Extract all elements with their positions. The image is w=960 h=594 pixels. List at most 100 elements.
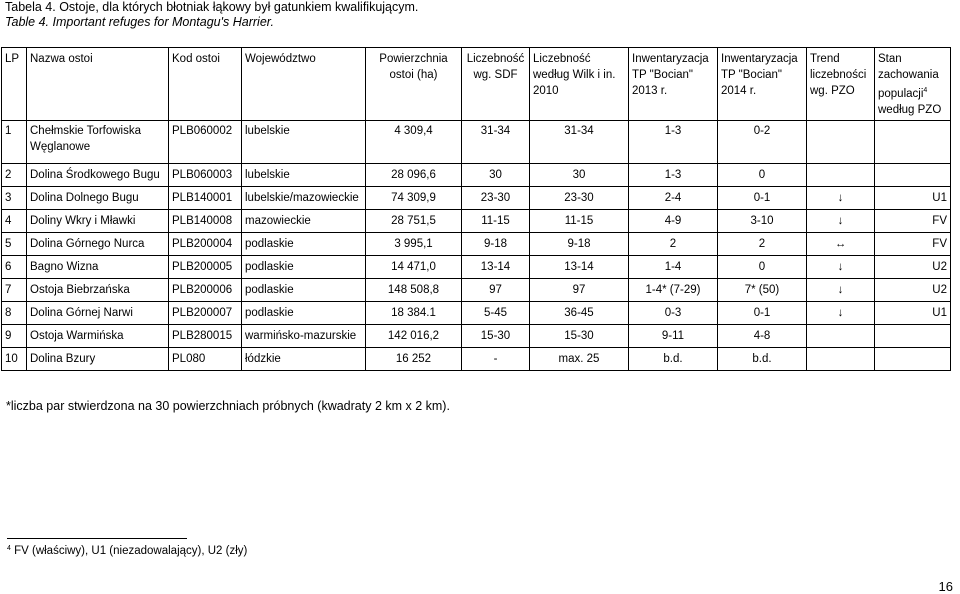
header-state-footnote-mark: 4 (923, 87, 928, 94)
state-cell: U1 (874, 185, 951, 210)
code-cell: PLB060003 (168, 162, 242, 187)
header-code: Kod ostoi (168, 47, 242, 121)
province-cell: podlaskie (241, 231, 366, 256)
sdf-cell: 11-15 (461, 208, 530, 233)
area-cell: 16 252 (365, 346, 462, 371)
header-trend: Trend liczebności wg. PZO (806, 47, 875, 121)
trend-cell: ↓ (806, 300, 875, 325)
header-wilk: Liczebność według Wilk i in. 2010 (529, 47, 629, 121)
trend-cell (806, 162, 875, 187)
table-row: 1 Chełmskie Torfowiska Węglanowe PLB060002… (1, 119, 951, 164)
state-cell (874, 323, 951, 348)
wilk-cell: 31-34 (529, 119, 629, 164)
inv2013-cell: 2-4 (628, 185, 718, 210)
province-cell: podlaskie (241, 277, 366, 302)
name-cell: Ostoja Biebrzańska (26, 277, 169, 302)
footnote-mark: 4 (7, 545, 11, 552)
header-area: Powierzchnia ostoi (ha) (365, 47, 462, 121)
state-cell (874, 162, 951, 187)
name-cell: Dolina Górnego Nurca (26, 231, 169, 256)
trend-cell (806, 323, 875, 348)
table-header-row: LP Nazwa ostoi Kod ostoi Województwo Pow… (1, 47, 951, 121)
name-cell: Dolina Środkowego Bugu (26, 162, 169, 187)
table-title-en: Table 4. Important refuges for Montagu's… (5, 15, 274, 29)
table-row: 8 Dolina Górnej Narwi PLB200007 podlaskie 18… (1, 300, 951, 325)
inv2014-cell: b.d. (717, 346, 807, 371)
code-cell: PLB200006 (168, 277, 242, 302)
sdf-cell: 13-14 (461, 254, 530, 279)
header-state-text: Stan zachowania populacji (878, 53, 939, 100)
trend-cell: ↓ (806, 277, 875, 302)
wilk-cell: 23-30 (529, 185, 629, 210)
trend-cell (806, 119, 875, 164)
lp-cell: 3 (1, 185, 27, 210)
sdf-cell: 31-34 (461, 119, 530, 164)
table-row: 6 Bagno Wizna PLB200005 podlaskie 14 471,0 13… (1, 254, 951, 279)
code-cell: PLB200005 (168, 254, 242, 279)
code-cell: PLB280015 (168, 323, 242, 348)
inv2014-cell: 0-1 (717, 300, 807, 325)
area-cell: 28 751,5 (365, 208, 462, 233)
inv2014-cell: 0 (717, 162, 807, 187)
sdf-cell: 15-30 (461, 323, 530, 348)
inv2014-cell: 0 (717, 254, 807, 279)
state-cell (874, 119, 951, 164)
inv2013-cell: 4-9 (628, 208, 718, 233)
asterisk-note: *liczba par stwierdzona na 30 powierzchn… (6, 399, 450, 413)
area-cell: 148 508,8 (365, 277, 462, 302)
province-cell: lubelskie (241, 119, 366, 164)
code-cell: PLB060002 (168, 119, 242, 164)
trend-cell (806, 346, 875, 371)
lp-cell: 2 (1, 162, 27, 187)
lp-cell: 4 (1, 208, 27, 233)
sdf-cell: 30 (461, 162, 530, 187)
state-cell: U1 (874, 300, 951, 325)
name-cell: Doliny Wkry i Mławki (26, 208, 169, 233)
inv2014-cell: 7* (50) (717, 277, 807, 302)
area-cell: 28 096,6 (365, 162, 462, 187)
area-cell: 14 471,0 (365, 254, 462, 279)
area-cell: 18 384.1 (365, 300, 462, 325)
table-row: 5 Dolina Górnego Nurca PLB200004 podlaskie 3… (1, 231, 951, 256)
wilk-cell: 9-18 (529, 231, 629, 256)
state-cell (874, 346, 951, 371)
inv2014-cell: 4-8 (717, 323, 807, 348)
area-cell: 142 016,2 (365, 323, 462, 348)
province-cell: łódzkie (241, 346, 366, 371)
wilk-cell: 36-45 (529, 300, 629, 325)
lp-cell: 5 (1, 231, 27, 256)
page-number: 16 (938, 579, 953, 594)
inv2014-cell: 2 (717, 231, 807, 256)
lp-cell: 7 (1, 277, 27, 302)
wilk-cell: 15-30 (529, 323, 629, 348)
header-province: Województwo (241, 47, 366, 121)
inv2013-cell: 1-3 (628, 162, 718, 187)
footnote-divider (7, 538, 187, 539)
lp-cell: 8 (1, 300, 27, 325)
name-cell: Chełmskie Torfowiska Węglanowe (26, 119, 169, 164)
trend-cell: ↔ (806, 231, 875, 256)
trend-cell: ↓ (806, 208, 875, 233)
table-row: 4 Doliny Wkry i Mławki PLB140008 mazowiecki… (1, 208, 951, 233)
header-name: Nazwa ostoi (26, 47, 169, 121)
lp-cell: 9 (1, 323, 27, 348)
province-cell: mazowieckie (241, 208, 366, 233)
state-cell: FV (874, 231, 951, 256)
inv2013-cell: 9-11 (628, 323, 718, 348)
sdf-cell: 97 (461, 277, 530, 302)
trend-cell: ↓ (806, 185, 875, 210)
inv2013-cell: 0-3 (628, 300, 718, 325)
sdf-cell: 9-18 (461, 231, 530, 256)
header-inv2013: Inwentaryzacja TP "Bocian" 2013 r. (628, 47, 718, 121)
table-row: 9 Ostoja Warmińska PLB280015 warmińsko-mazu… (1, 323, 951, 348)
refuges-table: LP Nazwa ostoi Kod ostoi Województwo Pow… (1, 47, 951, 371)
code-cell: PLB140001 (168, 185, 242, 210)
wilk-cell: 13-14 (529, 254, 629, 279)
footnote-text: FV (właściwy), U1 (niezadowalający), U2 … (10, 545, 248, 557)
footnote: 4 FV (właściwy), U1 (niezadowalający), U… (7, 545, 247, 557)
name-cell: Ostoja Warmińska (26, 323, 169, 348)
code-cell: PL080 (168, 346, 242, 371)
area-cell: 4 309,4 (365, 119, 462, 164)
lp-cell: 6 (1, 254, 27, 279)
trend-cell: ↓ (806, 254, 875, 279)
